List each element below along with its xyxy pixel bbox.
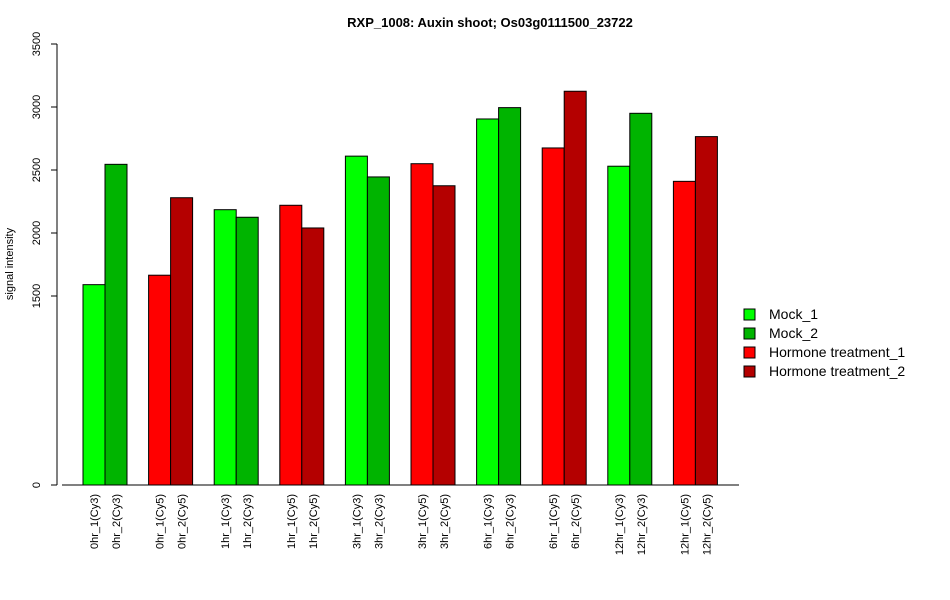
bar (170, 197, 194, 486)
bar (213, 209, 237, 486)
bars (82, 90, 718, 486)
y-tick-label: 2500 (31, 158, 43, 182)
legend: Mock_1 Mock_2 Hormone treatment_1 Hormone t… (743, 306, 905, 379)
legend-swatch (743, 365, 756, 378)
legend-label: Mock_2 (769, 325, 818, 341)
x-tick-label: 12hr_1(Cy5) (679, 494, 691, 555)
x-tick-label: 3hr_1(Cy3) (351, 494, 363, 549)
x-tick-label: 1hr_1(Cy3) (220, 494, 232, 549)
bar (410, 163, 434, 486)
bar (82, 284, 106, 486)
x-tick-label: 6hr_1(Cy3) (483, 494, 495, 549)
x-tick-label: 0hr_2(Cy5) (177, 494, 189, 549)
x-tick-label: 1hr_2(Cy3) (242, 494, 254, 549)
y-tick-label: 1500 (31, 284, 43, 308)
bar (541, 147, 565, 486)
bar (476, 118, 500, 486)
bar (629, 112, 653, 486)
y-tick-label: 3500 (31, 32, 43, 56)
bar (498, 107, 522, 486)
x-tick-label: 12hr_2(Cy5) (701, 494, 713, 555)
y-tick-label: 2000 (31, 221, 43, 245)
x-tick-label: 1hr_2(Cy5) (308, 494, 320, 549)
legend-swatch (743, 346, 756, 359)
x-tick-label: 1hr_1(Cy5) (286, 494, 298, 549)
x-tick-label: 0hr_2(Cy3) (111, 494, 123, 549)
x-tick-label: 12hr_1(Cy3) (614, 494, 626, 555)
x-tick-label: 3hr_2(Cy3) (373, 494, 385, 549)
legend-swatch (743, 327, 756, 340)
x-tick-label: 12hr_2(Cy3) (636, 494, 648, 555)
x-tick-labels: 0hr_1(Cy3) 0hr_2(Cy3) 0hr_1(Cy5) 0hr_2(Cy5)… (89, 494, 713, 555)
x-tick-label: 6hr_2(Cy3) (505, 494, 517, 549)
y-tick-label: 0 (31, 482, 43, 488)
bar (366, 176, 390, 486)
bar (279, 204, 303, 486)
bar (672, 180, 696, 486)
bar (432, 185, 456, 486)
bar (104, 163, 128, 486)
legend-label: Hormone treatment_2 (769, 363, 905, 379)
y-tick-label: 3000 (31, 95, 43, 119)
y-axis: 0 1500 2000 2500 3000 3500 (31, 32, 58, 488)
bar (148, 274, 172, 486)
bar (607, 165, 631, 486)
bar (344, 155, 368, 486)
bar (301, 227, 325, 486)
legend-swatch (743, 308, 756, 321)
legend-label: Mock_1 (769, 306, 818, 322)
x-tick-label: 0hr_1(Cy5) (155, 494, 167, 549)
bar (235, 216, 259, 486)
x-tick-label: 6hr_2(Cy5) (570, 494, 582, 549)
x-tick-label: 3hr_2(Cy5) (439, 494, 451, 549)
chart-title: RXP_1008: Auxin shoot; Os03g0111500_2372… (347, 15, 633, 30)
bar (694, 136, 718, 486)
x-tick-label: 6hr_1(Cy5) (548, 494, 560, 549)
x-tick-label: 3hr_1(Cy5) (417, 494, 429, 549)
y-axis-label: signal intensity (4, 227, 16, 300)
bar (563, 90, 587, 486)
x-tick-label: 0hr_1(Cy3) (89, 494, 101, 549)
legend-label: Hormone treatment_1 (769, 344, 905, 360)
